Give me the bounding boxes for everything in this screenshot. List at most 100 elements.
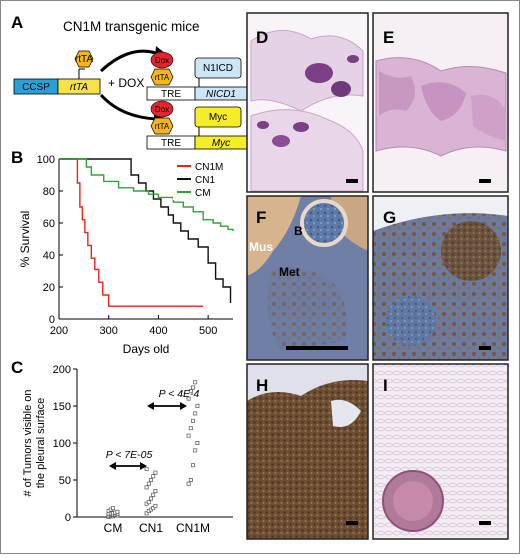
f-label-b: B xyxy=(294,224,303,238)
scatter-point-cn1m xyxy=(186,433,191,438)
pvalue-2: P < 4E-4 xyxy=(159,388,200,400)
scatter-point-cn1 xyxy=(153,470,158,475)
panel-label-a: A xyxy=(11,13,23,32)
scatter-point-cm xyxy=(115,509,120,514)
survival-line-cm xyxy=(59,158,234,231)
scatter-category-label: CN1 xyxy=(139,521,163,535)
n1icd-protein-box xyxy=(194,57,242,79)
scatter-ytick-label: 0 xyxy=(65,512,71,524)
scatter-point-cn1 xyxy=(151,474,156,479)
scatter-point-cn1m xyxy=(188,426,193,431)
rtta-hex-bottom xyxy=(150,117,174,135)
scatter-category-label: CM xyxy=(104,521,123,535)
panel-a-title: CN1M transgenic mice xyxy=(63,19,200,34)
survival-line-cn1m xyxy=(59,158,204,307)
rtta-hex-top xyxy=(150,68,174,86)
f-label-met: Met xyxy=(279,265,300,279)
pvalue-arrow-1-head-left xyxy=(109,462,116,470)
scatter-category-label: CN1M xyxy=(176,521,210,535)
survival-xtick-label: 300 xyxy=(100,325,118,337)
scatter-point-cn1 xyxy=(149,496,153,501)
survival-xtick-label: 500 xyxy=(199,325,217,337)
panel-e: E xyxy=(372,12,509,193)
n1icd-label: N1ICD xyxy=(203,63,233,74)
panel-label-b: B xyxy=(11,148,23,167)
f-label-mus: Mus xyxy=(249,240,273,254)
dox-label: + DOX xyxy=(108,76,144,90)
survival-ytick-label: 60 xyxy=(43,218,55,230)
tumor-count-chart: 0 50 100 150 200 CM CN1 CN1M # of Tumors visible… xyxy=(22,364,233,535)
scatter-point-cn1m xyxy=(193,448,198,453)
scatter-point-cn1 xyxy=(144,466,149,471)
scatter-point-cn1m xyxy=(195,404,200,408)
nicd1-gene-label: NICD1 xyxy=(206,89,236,100)
rtta-protein-label: rtTA xyxy=(75,54,93,65)
scatter-point-cn1m xyxy=(195,441,200,445)
survival-ylabel: % Survival xyxy=(18,211,32,268)
dox-label-top: Dox xyxy=(155,56,169,65)
dox-oval-bottom xyxy=(150,100,174,118)
panel-d: D xyxy=(246,12,369,193)
scatter-point-cn1m xyxy=(191,418,195,423)
scatter-point-cn1m xyxy=(191,385,195,390)
scatter-ylabel: # of Tumors visible on xyxy=(22,390,34,497)
scatter-point-cn1 xyxy=(153,489,158,494)
scatter-ytick-label: 50 xyxy=(59,475,71,487)
panel-label-i: I xyxy=(383,376,388,395)
dox-oval-top xyxy=(150,51,174,69)
panel-h: H xyxy=(246,363,369,540)
arrow-down xyxy=(99,93,157,121)
panel-label-e: E xyxy=(383,28,394,47)
myc-gene-label: Myc xyxy=(212,138,230,149)
scatter-point-cm xyxy=(111,506,115,511)
scatter-point-cn1m xyxy=(188,478,193,482)
scatter-point-cn1 xyxy=(146,481,151,486)
tre-label-top: TRE xyxy=(161,89,181,100)
panel-label-f: F xyxy=(256,208,266,227)
rtta-protein-hex xyxy=(74,50,94,68)
scatter-point-cn1m xyxy=(188,389,193,394)
survival-xlabel: Days old xyxy=(123,342,170,356)
survival-line-cn1 xyxy=(59,158,232,303)
panel-label-h: H xyxy=(256,376,268,395)
dox-label-bottom: Dox xyxy=(155,105,169,114)
panel-i: I xyxy=(372,363,509,540)
arrow-up xyxy=(99,49,157,73)
pvalue-1: P < 7E-05 xyxy=(106,449,153,461)
scatter-ytick-label: 100 xyxy=(53,438,71,450)
scatter-point-cn1 xyxy=(144,511,149,516)
scatter-point-cn1 xyxy=(149,478,153,482)
scatter-ytick-label: 150 xyxy=(53,401,71,413)
panel-f: F B Mus Met xyxy=(246,195,369,361)
scatter-point-cn1 xyxy=(151,506,156,511)
scatter-point-cn1 xyxy=(146,500,151,505)
legend-label-cn1m: CN1M xyxy=(195,162,223,173)
scatter-point-cn1m xyxy=(191,463,195,468)
survival-ytick-label: 20 xyxy=(43,282,55,294)
survival-xtick-label: 400 xyxy=(149,325,167,337)
survival-ytick-label: 100 xyxy=(37,154,55,166)
scatter-ylabel-line2: the pleural surface xyxy=(35,398,47,489)
scatter-point-cn1m xyxy=(186,396,191,401)
scatter-point-cn1m xyxy=(193,380,198,385)
survival-ytick-label: 80 xyxy=(43,186,55,198)
panel-h-bg xyxy=(247,364,368,539)
scatter-point-cn1m xyxy=(186,481,191,486)
rtta-label-top: rtTA xyxy=(155,73,170,82)
scatter-point-cn1m xyxy=(193,411,198,416)
pvalue-arrow-2-head-left xyxy=(147,402,154,410)
rtta-gene-label: rtTA xyxy=(70,82,88,93)
panel-label-c: C xyxy=(11,358,23,377)
legend-label-cn1: CN1 xyxy=(195,175,215,186)
panel-c: C 0 50 100 150 200 CM CN1 CN1M # of Tumors visib… xyxy=(11,358,233,535)
panel-b: B 0 20 40 60 80 100 200 300 400 500 Days old % Surv… xyxy=(11,148,234,356)
panel-label-g: G xyxy=(383,208,396,227)
scatter-ytick-label: 200 xyxy=(53,364,71,376)
pvalue-arrow-2-head-right xyxy=(180,402,187,410)
panel-g: G xyxy=(372,195,509,361)
tre-label-bottom: TRE xyxy=(161,138,181,149)
survival-ytick-label: 0 xyxy=(49,314,55,326)
survival-xtick-label: 200 xyxy=(50,325,68,337)
